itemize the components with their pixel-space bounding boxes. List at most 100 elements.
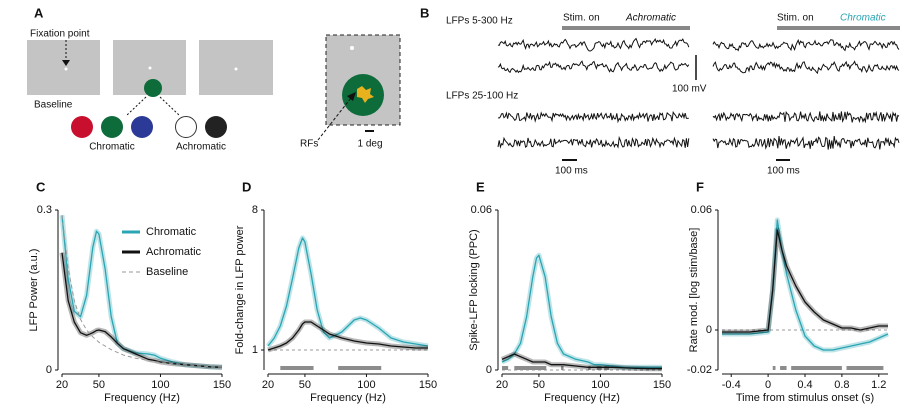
stimulus-bar [562, 26, 690, 30]
x-tick-label: 50 [93, 379, 105, 391]
significance-bar [596, 366, 602, 370]
annotation: Stim. on [777, 13, 814, 24]
arrow-head [62, 60, 70, 66]
annotation: Achromatic [176, 142, 226, 153]
series-line [61, 215, 223, 368]
x-tick-label: 150 [213, 379, 231, 391]
stimulus [144, 79, 162, 97]
color-swatch [71, 116, 93, 138]
panel-label: A [34, 5, 44, 20]
x-axis-label: Frequency (Hz) [310, 392, 386, 404]
significance-bar [780, 366, 787, 370]
annotation: Baseline [34, 100, 73, 111]
x-axis-label: Frequency (Hz) [544, 392, 620, 404]
significance-bar [280, 366, 314, 370]
series-line [267, 321, 428, 351]
lfp-trace [497, 37, 690, 52]
panel-label: C [36, 179, 46, 194]
significance-bar [561, 366, 564, 370]
y-tick-label: 8 [252, 204, 258, 216]
series-band [266, 235, 429, 349]
annotation: 100 ms [555, 166, 588, 177]
annotation: Stim. on [563, 13, 600, 24]
series-band [59, 252, 223, 370]
y-tick-label: 0.06 [691, 204, 712, 216]
x-tick-label: 100 [357, 379, 375, 391]
x-tick-label: 0 [765, 379, 771, 391]
annotation: Chromatic [89, 142, 135, 153]
stimulus-bar [777, 26, 900, 30]
x-tick-label: 150 [419, 379, 437, 391]
x-tick-label: 20 [262, 379, 274, 391]
y-tick-label: 0 [46, 364, 52, 376]
annotation: 100 ms [767, 166, 800, 177]
x-tick-label: -0.4 [722, 379, 741, 391]
x-tick-label: 0.4 [797, 379, 812, 391]
y-axis-label: Rate mod. [log stim/base] [688, 228, 700, 353]
y-tick-label: 1 [252, 344, 258, 356]
lfp-trace [712, 38, 900, 52]
x-tick-label: 20 [496, 379, 508, 391]
series-line [61, 252, 223, 368]
legend-label: Chromatic [146, 226, 197, 238]
x-tick-label: 150 [653, 379, 671, 391]
x-tick-label: 20 [56, 379, 68, 391]
receptive-fields [357, 86, 374, 103]
y-tick-label: -0.02 [687, 364, 712, 376]
series-line [267, 237, 429, 347]
arrow-head [347, 92, 356, 101]
annotation: LFPs 5-300 Hz [446, 16, 513, 27]
lfp-trace [497, 135, 690, 149]
x-axis-label: Frequency (Hz) [104, 392, 180, 404]
significance-bar [772, 366, 776, 370]
legend-label: Baseline [146, 266, 188, 278]
connector [125, 96, 147, 117]
series-line [501, 353, 662, 370]
lfp-trace [712, 136, 900, 150]
lfp-trace [712, 110, 900, 124]
color-swatch [131, 116, 153, 138]
annotation: LFPs 25-100 Hz [446, 91, 518, 102]
fixation-dot [64, 67, 68, 71]
annotation: Fixation point [30, 29, 90, 40]
panel-label: E [476, 179, 485, 194]
significance-bar [338, 366, 382, 370]
x-tick-label: 100 [591, 379, 609, 391]
annotation: 100 mV [672, 84, 707, 95]
significance-bar [604, 366, 610, 370]
x-tick-label: 100 [151, 379, 169, 391]
series-line [501, 254, 662, 368]
x-axis-label: Time from stimulus onset (s) [736, 392, 874, 404]
lfp-trace [712, 60, 900, 75]
x-tick-label: 50 [299, 379, 311, 391]
significance-bar [791, 366, 842, 370]
color-swatch [205, 116, 227, 138]
series-band [59, 215, 223, 370]
x-tick-label: 0.8 [834, 379, 849, 391]
lfp-traces [497, 37, 900, 150]
series-band [722, 227, 888, 335]
significance-bar [588, 366, 591, 370]
y-tick-label: 0 [706, 324, 712, 336]
annotation: Achromatic [625, 13, 676, 24]
panel-label: D [242, 179, 251, 194]
y-tick-label: 0.06 [471, 204, 492, 216]
significance-bar [514, 366, 547, 370]
significance-bar [846, 366, 884, 370]
panel-label: B [420, 5, 429, 20]
connector [159, 96, 181, 117]
y-axis-label: Spike-LFP locking (PPC) [468, 229, 480, 350]
y-tick-label: 0.3 [37, 204, 52, 216]
series-band [501, 252, 662, 370]
series-line [722, 219, 889, 351]
fixation-dot [234, 67, 238, 71]
y-axis-label: Fold-change in LFP power [234, 225, 246, 354]
panel-label: F [696, 179, 704, 194]
x-tick-label: 50 [533, 379, 545, 391]
annotation: Chromatic [840, 13, 886, 24]
lfp-trace [497, 110, 689, 124]
fixation-dot [350, 46, 354, 50]
screen [27, 40, 100, 95]
significance-bar [502, 366, 509, 370]
